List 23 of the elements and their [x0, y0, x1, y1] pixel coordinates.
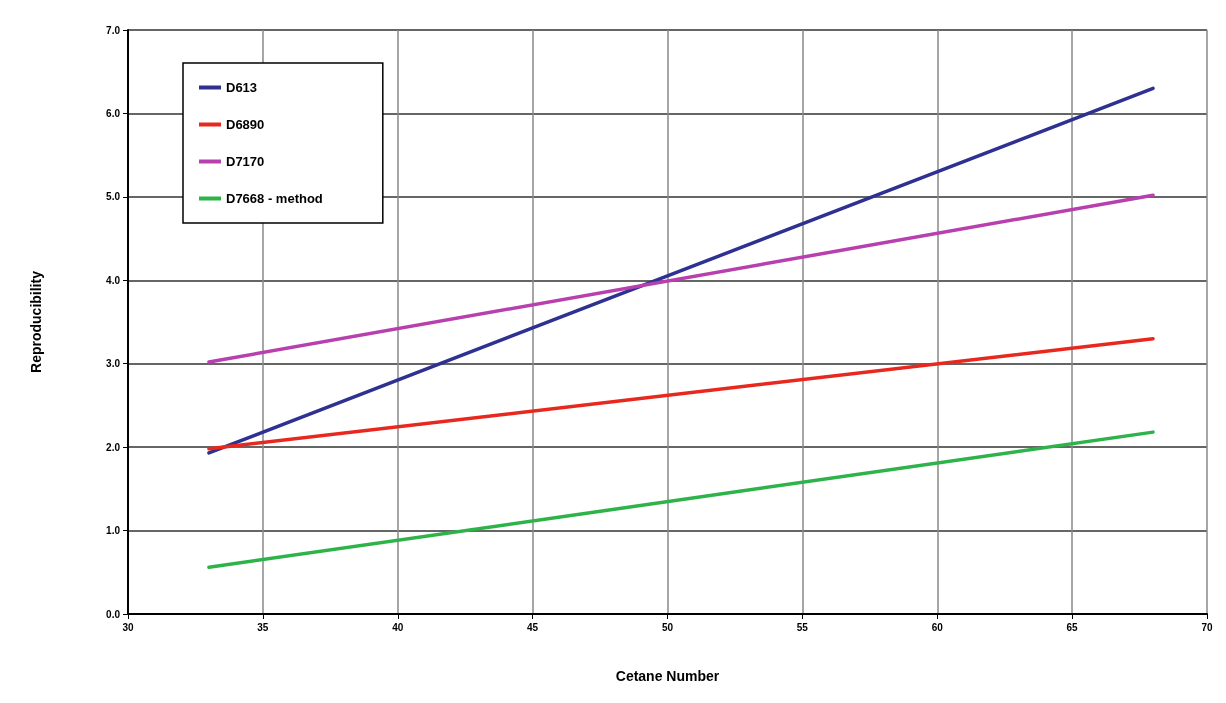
- legend-label: D6890: [226, 117, 265, 132]
- y-tick-label: 4.0: [106, 274, 121, 286]
- y-tick-label: 0.0: [106, 608, 121, 620]
- legend-label: D7668 - method: [226, 191, 323, 206]
- x-tick-label: 65: [1066, 621, 1079, 633]
- x-tick-label: 45: [527, 621, 539, 633]
- x-axis-title: Cetane Number: [615, 668, 720, 684]
- y-tick-label: 3.0: [106, 358, 121, 370]
- legend-label: D613: [226, 80, 258, 95]
- x-tick-label: 55: [796, 621, 809, 633]
- y-tick-label: 5.0: [106, 191, 121, 203]
- y-tick-label: 6.0: [106, 107, 121, 119]
- x-tick-label: 40: [392, 621, 404, 633]
- y-axis-title: Reproducibility: [28, 270, 44, 373]
- x-tick-label: 30: [122, 621, 134, 633]
- y-tick-label: 2.0: [106, 441, 121, 453]
- legend-label: D7170: [226, 154, 265, 169]
- x-tick-label: 60: [931, 621, 944, 633]
- x-tick-label: 50: [661, 621, 674, 633]
- y-tick-label: 1.0: [106, 525, 121, 537]
- x-tick-label: 70: [1201, 621, 1213, 633]
- y-tick-label: 7.0: [106, 24, 121, 36]
- x-tick-label: 35: [257, 621, 269, 633]
